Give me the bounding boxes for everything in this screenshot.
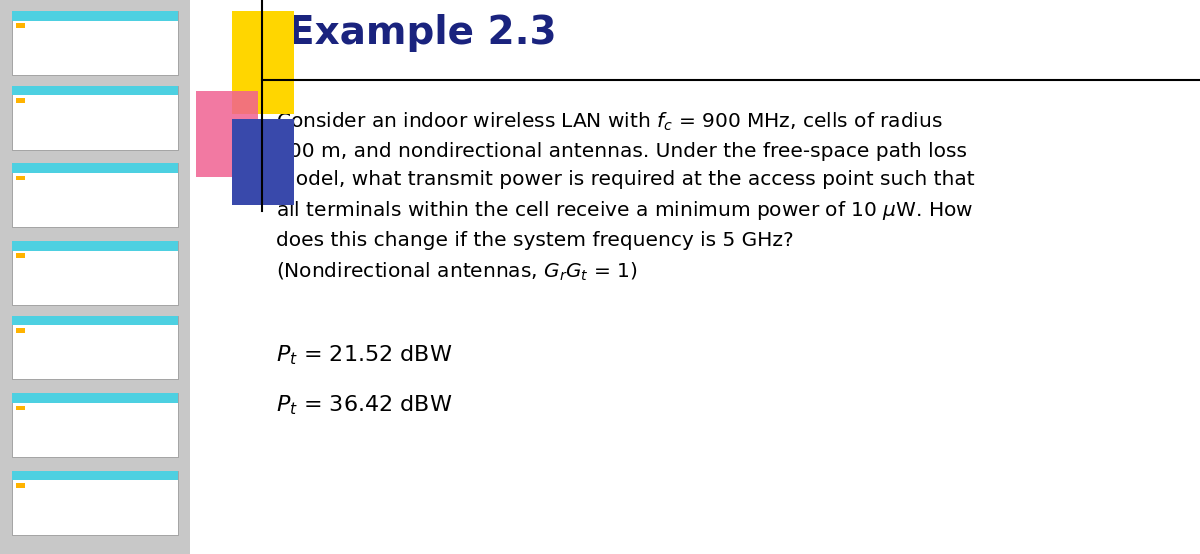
Text: Consider an indoor wireless LAN with $f_c$ = 900 MHz, cells of radius
100 m, and: Consider an indoor wireless LAN with $f_… — [276, 111, 974, 283]
Text: $P_t$ = 36.42 dBW: $P_t$ = 36.42 dBW — [276, 393, 452, 417]
Text: Example 2.3: Example 2.3 — [288, 14, 557, 52]
Text: $P_t$ = 21.52 dBW: $P_t$ = 21.52 dBW — [276, 343, 452, 367]
